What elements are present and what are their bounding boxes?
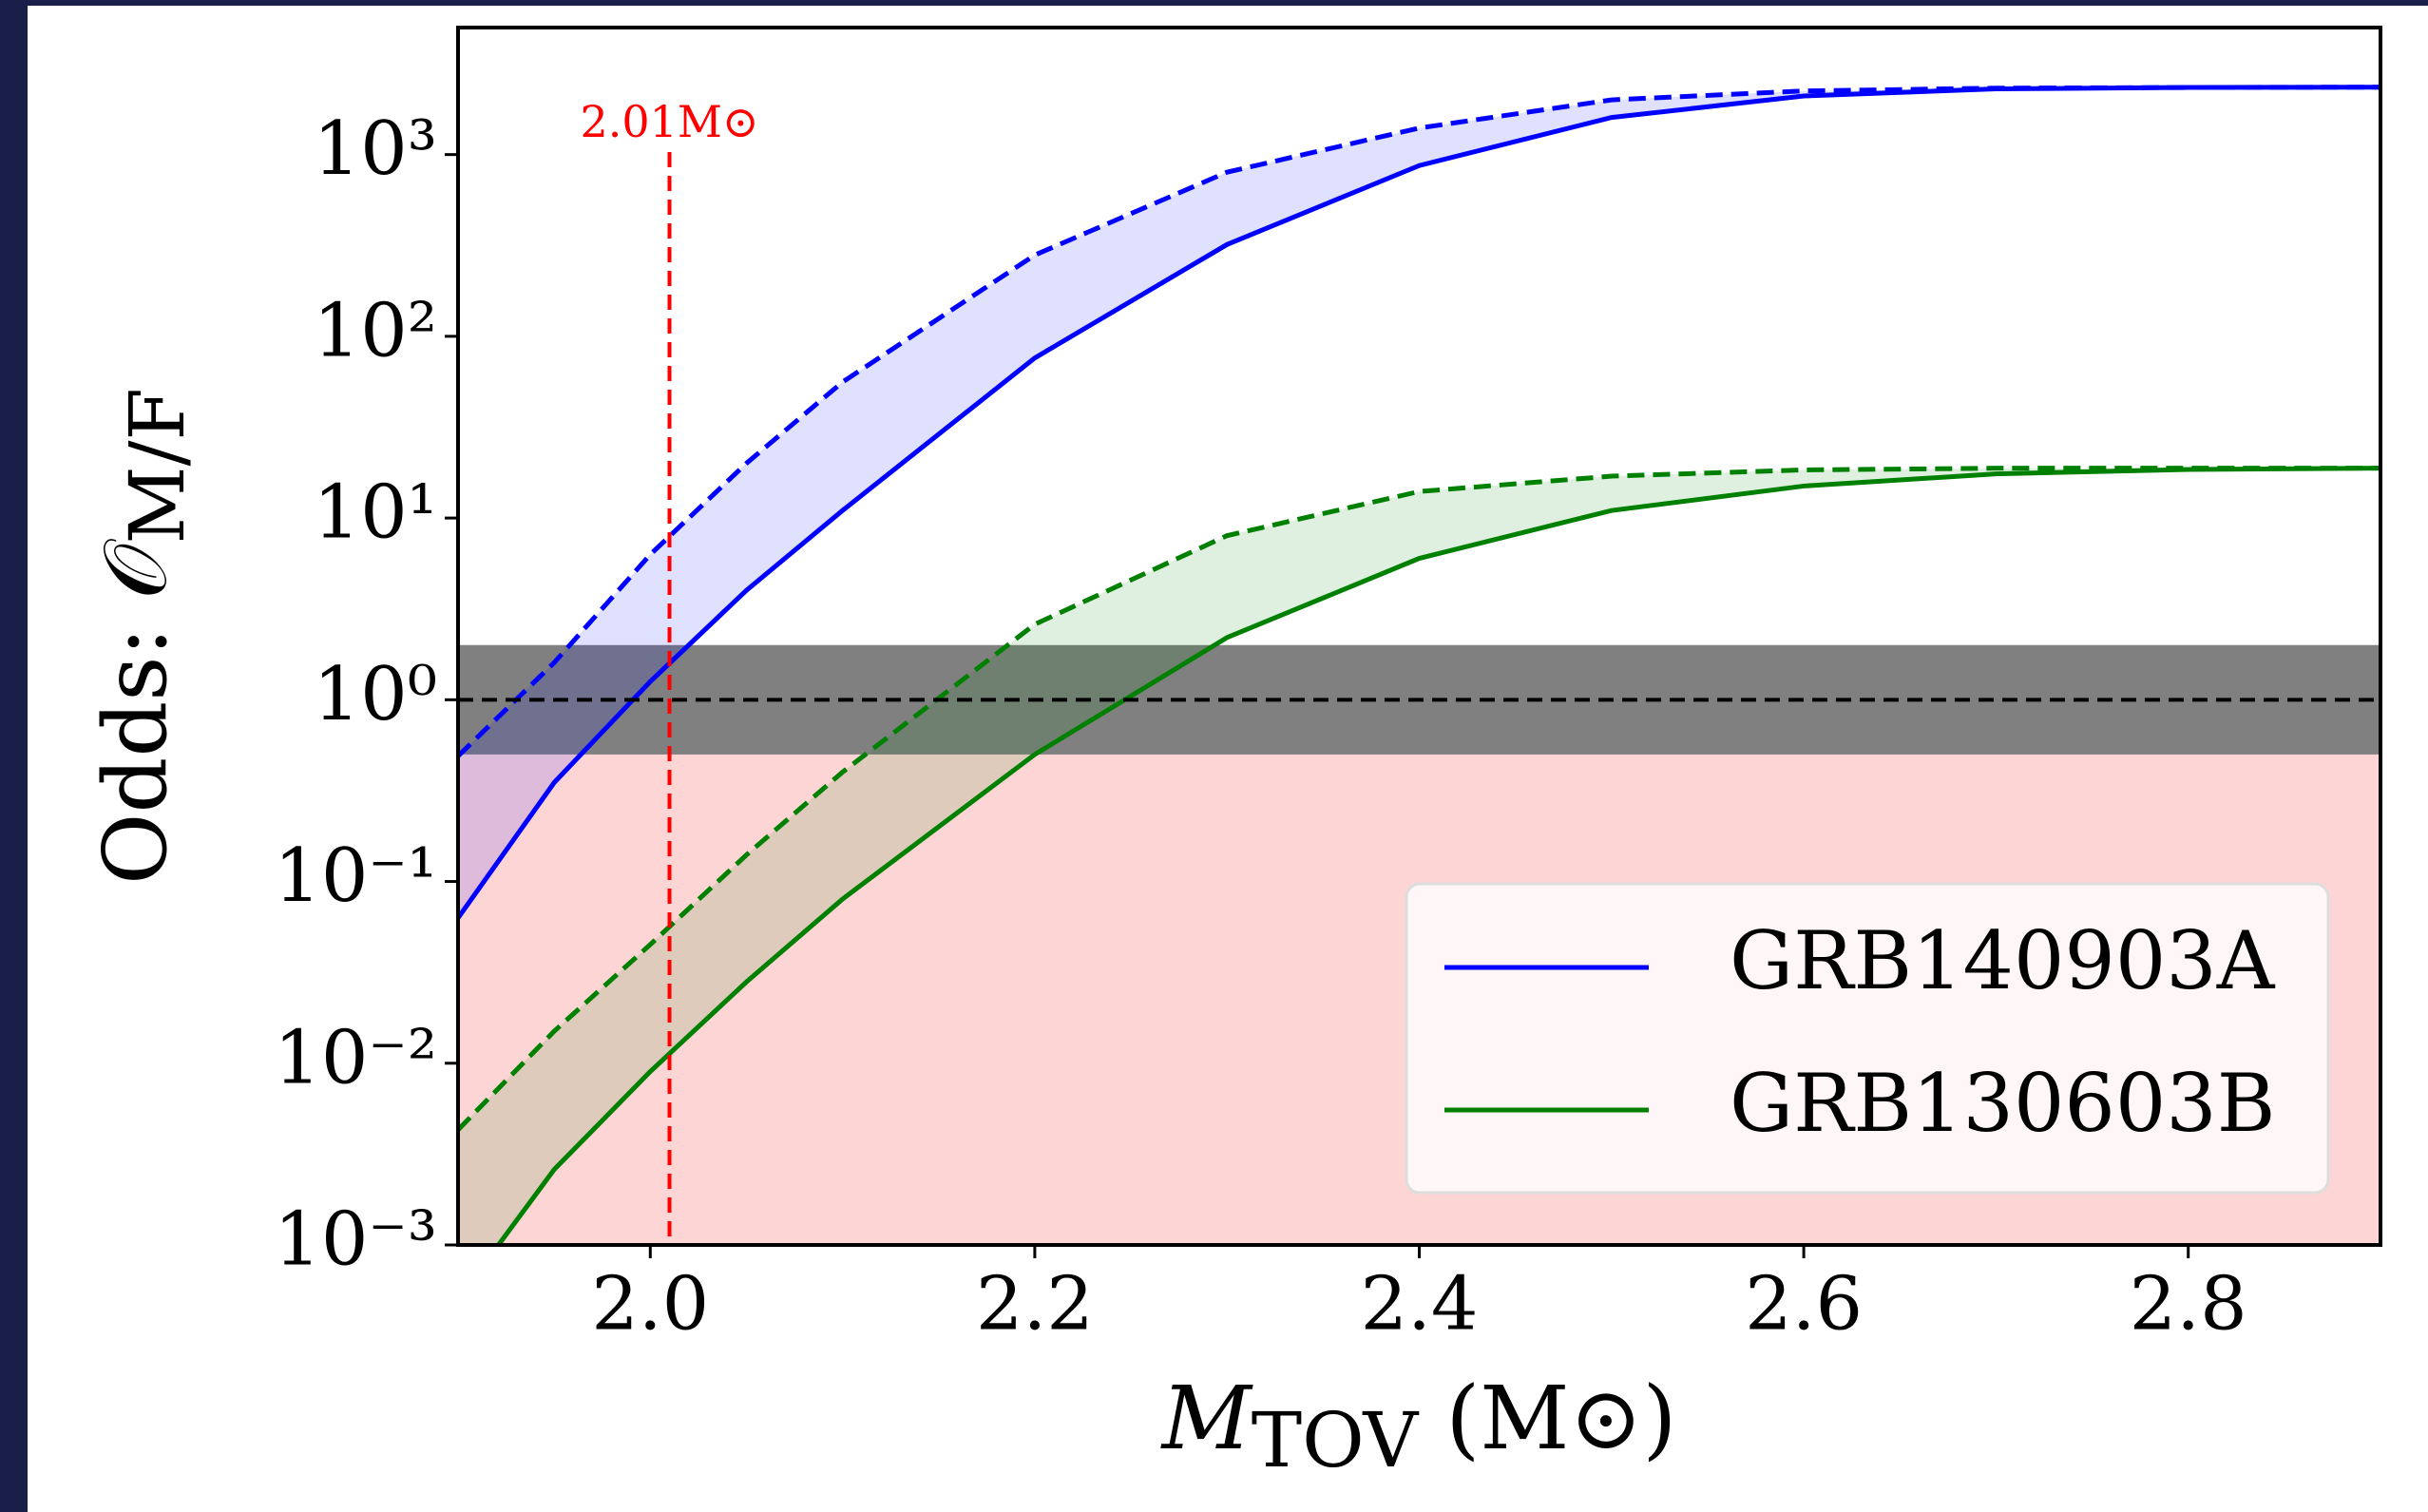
range-fill <box>458 86 2380 918</box>
y-tick-label: 10⁻¹ <box>274 833 437 919</box>
x-tick-label: 2.8 <box>2130 1262 2247 1348</box>
y-tick-label: 10⁻³ <box>274 1197 437 1283</box>
y-axis-label: Odds: 𝒪M/F <box>85 388 201 885</box>
legend-box <box>1405 882 2330 1195</box>
y-tick-label: 10³ <box>313 106 437 192</box>
line <box>495 466 2380 1245</box>
x-axis-label-rest: (M⊙) <box>1418 1368 1676 1469</box>
x-axis-label-sub: TOV <box>1252 1396 1420 1484</box>
y-tick-label: 10² <box>313 288 437 373</box>
y-tick-label: 10¹ <box>313 470 437 556</box>
upper-line <box>458 466 2380 1132</box>
x-tick-label: 2.0 <box>591 1262 709 1348</box>
x-axis-label: MTOV (M⊙) <box>1160 1368 1677 1484</box>
y-axis-label-sub: M/F <box>113 388 201 544</box>
x-tick-label: 2.2 <box>976 1262 1094 1348</box>
y-tick-label: 10⁰ <box>313 652 437 737</box>
legend-label: GRB140903A <box>1730 914 2276 1007</box>
x-tick-label: 2.6 <box>1745 1262 1863 1348</box>
range-fill <box>458 468 2380 1245</box>
x-tick-label: 2.4 <box>1360 1262 1478 1348</box>
x-axis-label-main: M <box>1160 1368 1254 1469</box>
y-tick-label: 10⁻² <box>274 1015 437 1101</box>
vline-label: 2.01M⊙ <box>580 96 758 147</box>
legend-label: GRB130603B <box>1730 1057 2275 1150</box>
line <box>458 85 2380 920</box>
y-axis-label-main: Odds: 𝒪 <box>85 538 186 885</box>
